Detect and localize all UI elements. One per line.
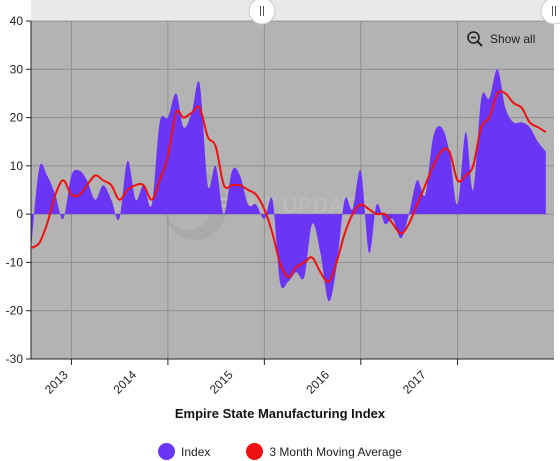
legend-label-moving-average: 3 Month Moving Average — [269, 444, 402, 459]
legend-item-index[interactable]: Index — [158, 443, 210, 460]
y-tick-label: -20 — [6, 304, 24, 318]
navigator-track[interactable] — [31, 0, 554, 20]
legend-swatch-index — [158, 443, 176, 460]
legend-item-moving-average[interactable]: 3 Month Moving Average — [246, 443, 402, 460]
y-tick-label: 30 — [10, 62, 24, 76]
x-axis-title: Empire State Manufacturing Index — [174, 406, 386, 421]
y-tick-label: 10 — [10, 159, 24, 173]
x-tick-label: 2014 — [110, 368, 139, 397]
x-tick-label: 2015 — [207, 368, 236, 397]
show-all-button[interactable]: Show all — [466, 30, 535, 48]
navigator-handle-right[interactable] — [540, 0, 560, 25]
legend: Index 3 Month Moving Average — [0, 443, 560, 460]
x-tick-label: 2013 — [42, 368, 71, 397]
navigator-handle-left[interactable] — [248, 0, 276, 25]
y-tick-label: 0 — [16, 207, 23, 221]
range-navigator[interactable] — [31, 0, 560, 25]
x-tick-label: 2016 — [303, 368, 332, 397]
zoom-out-icon — [467, 31, 483, 47]
legend-swatch-moving-average — [246, 443, 264, 460]
show-all-label: Show all — [490, 32, 536, 46]
y-tick-label: 20 — [10, 111, 24, 125]
y-tick-label: -10 — [6, 255, 24, 269]
legend-label-index: Index — [181, 444, 211, 459]
moving-average-line — [30, 90, 547, 283]
x-tick-label: 2017 — [400, 368, 429, 397]
y-axis: -30 -20 -10 0 10 20 30 40 — [6, 14, 32, 366]
y-tick-label: -30 — [6, 352, 24, 366]
y-tick-label: 40 — [10, 14, 24, 28]
index-area — [31, 69, 546, 302]
moving-average-line-layer — [30, 90, 547, 283]
x-axis: 2013 2014 2015 2016 2017 — [31, 358, 554, 397]
